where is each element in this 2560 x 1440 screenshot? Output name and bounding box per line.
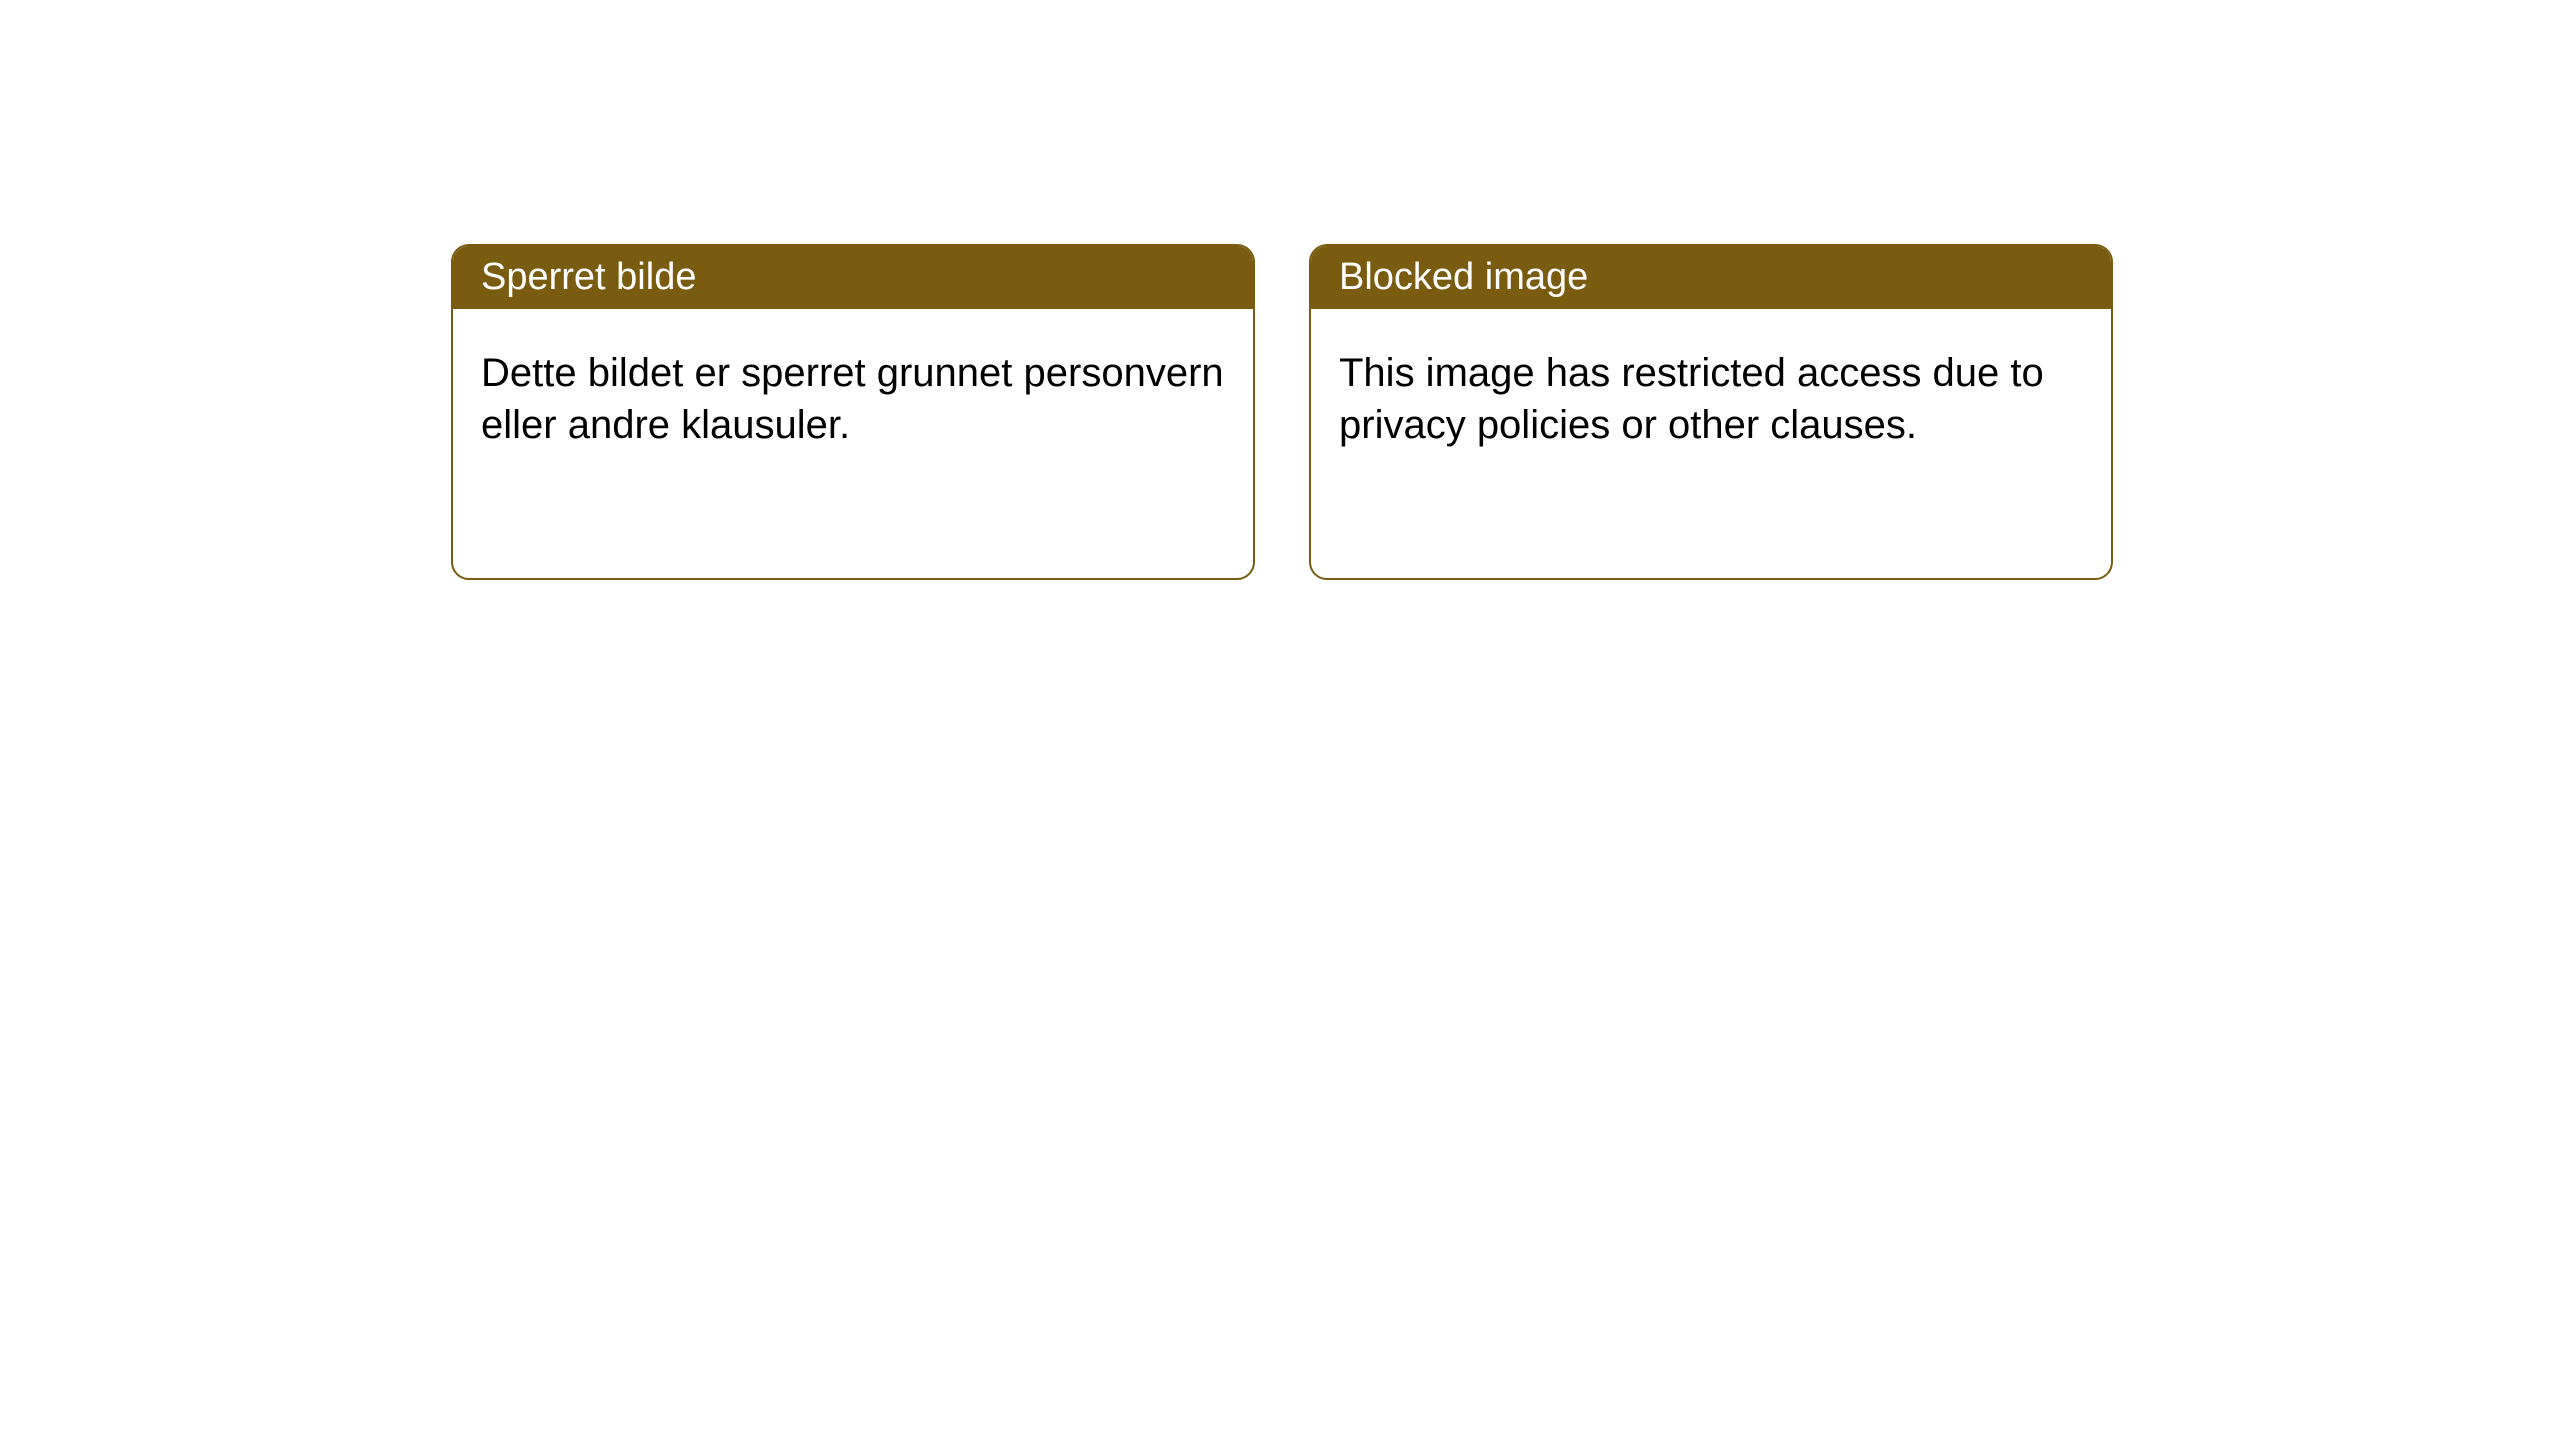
card-body: Dette bildet er sperret grunnet personve… xyxy=(453,309,1253,489)
card-title: Blocked image xyxy=(1339,256,1588,298)
card-body: This image has restricted access due to … xyxy=(1311,309,2111,489)
blocked-image-card-en: Blocked image This image has restricted … xyxy=(1309,244,2113,580)
card-header: Sperret bilde xyxy=(453,246,1253,309)
card-title: Sperret bilde xyxy=(481,256,696,298)
cards-container: Sperret bilde Dette bildet er sperret gr… xyxy=(0,0,2560,580)
card-header: Blocked image xyxy=(1311,246,2111,309)
card-body-text: Dette bildet er sperret grunnet personve… xyxy=(481,351,1224,447)
card-body-text: This image has restricted access due to … xyxy=(1339,351,2044,447)
blocked-image-card-no: Sperret bilde Dette bildet er sperret gr… xyxy=(451,244,1255,580)
